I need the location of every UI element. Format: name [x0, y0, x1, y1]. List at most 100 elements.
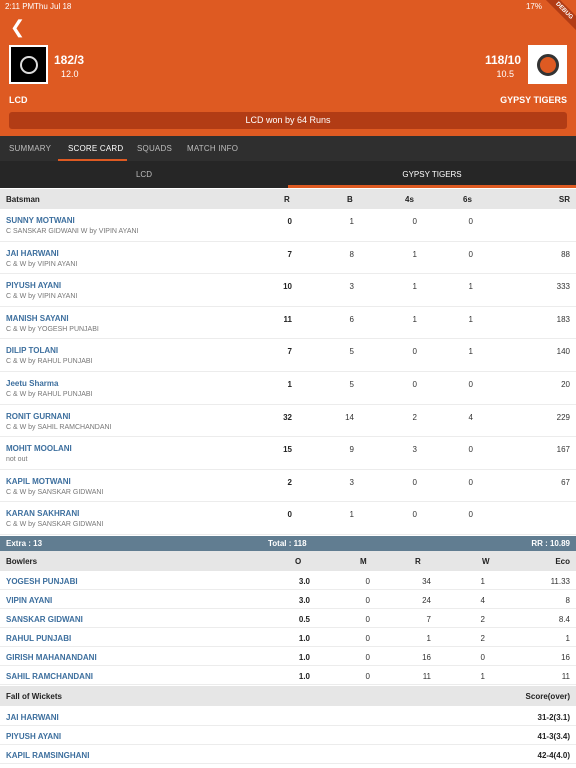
sixes-value: 1	[468, 347, 473, 357]
active-subtab-indicator	[288, 185, 576, 188]
table-row: DILIP TOLANI C & W by RAHUL PUNJABI 7 5 0 1 14…	[0, 339, 576, 372]
overs-value: 0.5	[298, 615, 310, 624]
balls-value: 8	[349, 249, 354, 259]
runs-value: 10	[283, 282, 292, 292]
run-rate: RR : 10.89	[531, 539, 570, 548]
cricket-ball-icon	[536, 53, 559, 76]
economy-value: 8.4	[558, 615, 570, 624]
team2-score: 118/10	[484, 53, 521, 67]
battery-level: 17%	[525, 2, 542, 11]
player-name[interactable]: MOHIT MOOLANI	[6, 444, 72, 454]
back-arrow-icon[interactable]: ❮	[10, 17, 26, 37]
bowler-name[interactable]: GIRISH MAHANANDANI	[6, 653, 97, 662]
extras: Extra : 13	[6, 539, 43, 548]
team1-logo	[9, 45, 48, 84]
total: Total : 118	[268, 539, 307, 548]
status-time: 2:11 PM	[5, 2, 35, 11]
team1-name: LCD	[9, 95, 28, 105]
table-row: JAI HARWANI C & W by VIPIN AYANI 7 8 1 0 88	[0, 242, 576, 275]
fow-score: 42-4(4.0)	[537, 751, 570, 760]
runs-value: 7	[287, 347, 292, 357]
bowler-name[interactable]: YOGESH PUNJABI	[6, 577, 78, 586]
col-strike-rate: SR	[558, 195, 570, 204]
overs-value: 1.0	[298, 634, 310, 643]
tab-summary[interactable]: SUMMARY	[9, 144, 52, 153]
subtab-lcd[interactable]: LCD	[135, 170, 152, 179]
bowler-name[interactable]: SAHIL RAMCHANDANI	[6, 672, 93, 681]
fours-value: 0	[412, 217, 417, 226]
status-date: Thu Jul 18	[34, 2, 72, 11]
sr-value: 67	[561, 477, 570, 487]
economy-value: 16	[561, 653, 570, 662]
sixes-value: 0	[468, 249, 473, 259]
balls-value: 1	[349, 510, 354, 520]
tab-match-info[interactable]: MATCH INFO	[187, 144, 239, 153]
player-name[interactable]: RONIT GURNANI	[6, 411, 71, 421]
maidens-value: 0	[365, 577, 370, 586]
table-row: SAHIL RAMCHANDANI 1.0 0 11 1 11	[0, 666, 576, 685]
player-name[interactable]: SUNNY MOTWANI	[6, 216, 75, 225]
sr-value: 183	[556, 314, 570, 324]
balls-value: 5	[349, 380, 354, 389]
table-row: MANISH SAYANI C & W by YOGESH PUNJABI 11 6 1…	[0, 307, 576, 340]
fow-player-name[interactable]: KAPIL RAMSINGHANI	[6, 751, 90, 760]
player-name[interactable]: JAI HARWANI	[6, 248, 59, 258]
tab-squads[interactable]: SQUADS	[137, 144, 172, 153]
wickets-value: 0	[480, 653, 485, 662]
sr-value: 167	[556, 445, 570, 455]
col-overs: O	[295, 557, 302, 566]
bowl-runs-value: 24	[422, 596, 431, 605]
runs-value: 15	[283, 445, 292, 455]
dismissal-text: C & W by YOGESH PUNJABI	[6, 325, 99, 333]
fow-player-name[interactable]: PIYUSH AYANI	[6, 732, 62, 741]
balls-value: 3	[349, 477, 354, 487]
team-tabs: LCD GYPSY TIGERS	[0, 161, 576, 188]
dismissal-text: C & W by RAHUL PUNJABI	[6, 391, 93, 398]
table-row: PIYUSH AYANI C & W by VIPIN AYANI 10 3 1 1 333	[0, 274, 576, 307]
player-name[interactable]: KARAN SAKHRANI	[6, 509, 80, 519]
bowl-runs-value: 16	[422, 653, 431, 662]
sr-value: 20	[561, 380, 570, 389]
fours-value: 1	[412, 314, 417, 324]
maidens-value: 0	[365, 615, 370, 624]
player-name[interactable]: DILIP TOLANI	[6, 346, 59, 356]
player-name[interactable]: KAPIL MOTWANI	[6, 476, 71, 486]
bowler-name[interactable]: SANSKAR GIDWANI	[6, 615, 83, 624]
active-tab-indicator	[58, 159, 127, 161]
sixes-value: 0	[468, 477, 473, 487]
col-fall-of-wickets: Fall of Wickets	[6, 692, 62, 701]
runs-value: 0	[287, 510, 292, 520]
runs-value: 11	[283, 314, 292, 324]
wickets-value: 1	[480, 672, 485, 681]
fours-value: 1	[412, 249, 417, 259]
balls-value: 14	[345, 412, 354, 422]
table-row: JAI HARWANI 31-2(3.1)	[0, 707, 576, 726]
bowl-runs-value: 34	[422, 577, 431, 586]
table-row: KAPIL MOTWANI C & W by SANSKAR GIDWANI 2 3 0…	[0, 470, 576, 503]
bowler-name[interactable]: VIPIN AYANI	[6, 596, 53, 605]
dismissal-text: C & W by VIPIN AYANI	[6, 260, 78, 268]
overs-value: 3.0	[298, 577, 310, 586]
wickets-value: 4	[480, 596, 485, 605]
main-tabs: SUMMARY SCORE CARD SQUADS MATCH INFO	[0, 136, 576, 161]
fow-player-name[interactable]: JAI HARWANI	[6, 713, 59, 722]
fours-value: 3	[412, 445, 417, 455]
bowler-name[interactable]: RAHUL PUNJABI	[6, 634, 72, 643]
table-row: RONIT GURNANI C & W by SAHIL RAMCHANDANI 3…	[0, 405, 576, 438]
fours-value: 0	[412, 380, 417, 389]
subtab-gypsy-tigers[interactable]: GYPSY TIGERS	[402, 170, 462, 179]
balls-value: 5	[349, 347, 354, 357]
player-name[interactable]: MANISH SAYANI	[6, 313, 69, 323]
player-name[interactable]: PIYUSH AYANI	[6, 281, 62, 291]
economy-value: 1	[565, 634, 570, 643]
sixes-value: 4	[468, 412, 473, 422]
col-bowl-runs: R	[415, 557, 421, 566]
runs-value: 2	[287, 477, 292, 487]
fours-value: 0	[412, 477, 417, 487]
overs-value: 3.0	[298, 596, 310, 605]
team2-logo	[528, 45, 567, 84]
runs-value: 7	[287, 249, 292, 259]
tab-score-card[interactable]: SCORE CARD	[68, 144, 124, 153]
player-name[interactable]: Jeetu Sharma	[6, 379, 59, 388]
fours-value: 1	[412, 282, 417, 292]
